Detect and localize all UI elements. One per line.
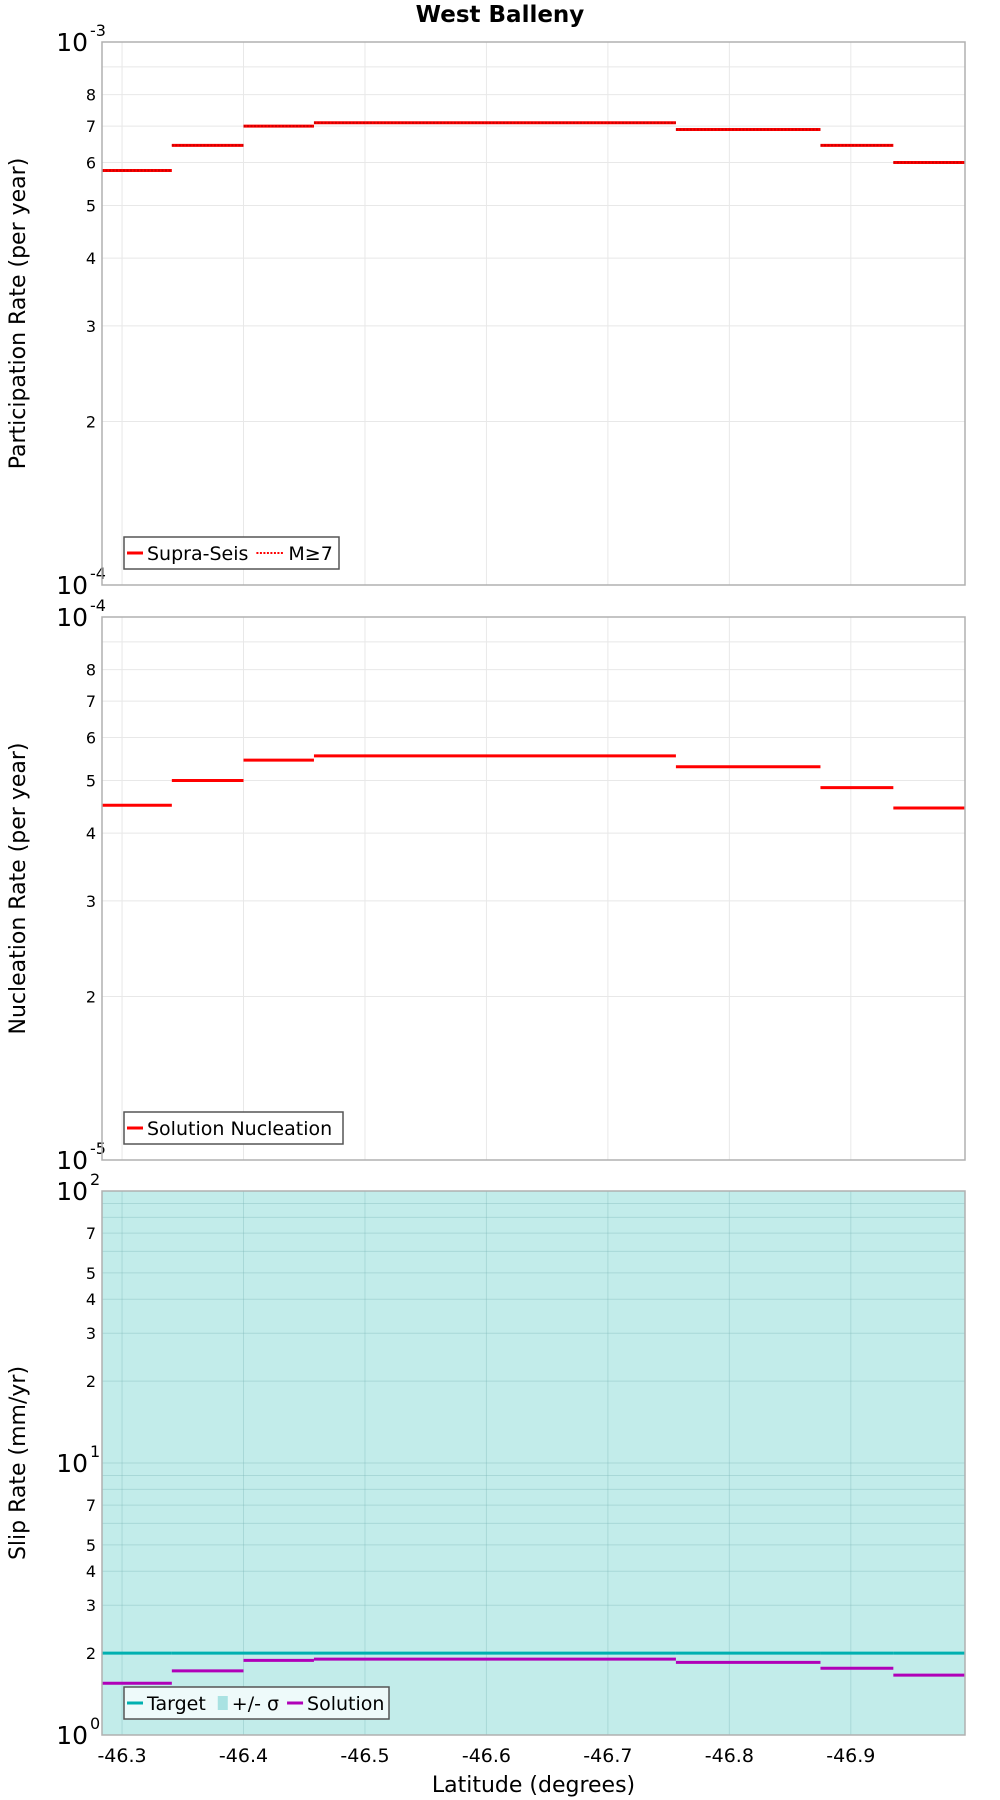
y-tick-label: 7 (86, 692, 96, 711)
y-tick-label: 2 (86, 1644, 96, 1663)
series-m-7 (102, 121, 965, 172)
y-decade-exponent: 0 (90, 1714, 100, 1733)
chart-title: West Balleny (415, 2, 585, 28)
y-tick-label: 2 (86, 1372, 96, 1391)
y-decade-exponent: 2 (90, 1170, 100, 1189)
x-axis: -46.3 -46.4 -46.5 -46.6 -46.7 -46.8 -46.9 Latit… (97, 1745, 875, 1798)
legend-label: Target (146, 1693, 206, 1715)
y-decade-exponent: -4 (90, 596, 106, 615)
y-decade-label: 10 (56, 603, 88, 632)
plot-area (102, 617, 965, 1160)
y-axis-label: Nucleation Rate (per year) (6, 743, 31, 1035)
legend-label: Solution Nucleation (147, 1118, 332, 1140)
x-tick-label: -46.7 (583, 1745, 632, 1767)
legend: Target +/- σ Solution (123, 1686, 390, 1720)
y-tick-label: 7 (86, 117, 96, 136)
y-tick-label: 3 (86, 317, 96, 336)
y-tick-label: 4 (86, 1290, 96, 1309)
x-tick-label: -46.9 (826, 1745, 875, 1767)
series-solution (102, 1657, 965, 1685)
y-decade-label: 10 (56, 1146, 88, 1175)
legend-label: Supra-Seis (147, 543, 248, 565)
legend: Supra-Seis M≥7 (123, 536, 340, 570)
y-tick-label: 7 (86, 1496, 96, 1515)
y-axis-label: Slip Rate (mm/yr) (6, 1366, 31, 1560)
legend-box (123, 536, 340, 570)
y-decade-exponent: -5 (90, 1139, 106, 1158)
y-decade-exponent: 1 (90, 1442, 100, 1461)
plot-area (102, 42, 965, 585)
y-tick-label: 4 (86, 249, 96, 268)
y-tick-label: 7 (86, 1224, 96, 1243)
y-tick-label: 6 (86, 728, 96, 747)
y-tick-label: 2 (86, 413, 96, 432)
y-tick-label: 6 (86, 153, 96, 172)
legend-box (123, 1111, 344, 1145)
x-tick-label: -46.5 (340, 1745, 389, 1767)
y-axis-label: Participation Rate (per year) (6, 158, 31, 470)
y-tick-label: 3 (86, 892, 96, 911)
y-decade-label: 10 (56, 571, 88, 600)
plot-frame (101, 1190, 966, 1736)
y-decade-label: 10 (56, 28, 88, 57)
legend-box (123, 1686, 390, 1720)
y-tick-label: 3 (86, 1596, 96, 1615)
y-tick-label: 5 (86, 771, 96, 790)
y-tick-label: 2 (86, 988, 96, 1007)
y-decade-label: 10 (56, 1177, 88, 1206)
sigma-band (102, 1191, 965, 1735)
y-decade-label: 10 (56, 1449, 88, 1478)
legend-label: Solution (307, 1693, 384, 1715)
y-decade-label: 10 (56, 1721, 88, 1750)
y-tick-label: 5 (86, 1536, 96, 1555)
legend: Solution Nucleation (123, 1111, 344, 1145)
y-tick-label: 8 (86, 661, 96, 680)
x-tick-label: -46.8 (705, 1745, 754, 1767)
x-tick-label: -46.6 (462, 1745, 511, 1767)
x-axis-label: Latitude (degrees) (432, 1773, 635, 1798)
plot-frame (101, 616, 966, 1161)
legend-label: +/- σ (232, 1693, 279, 1715)
y-tick-label: 5 (86, 1264, 96, 1283)
y-tick-label: 4 (86, 1562, 96, 1581)
legend-label: M≥7 (288, 543, 332, 565)
y-decade-exponent: -3 (90, 21, 106, 40)
x-tick-label: -46.4 (219, 1745, 268, 1767)
series-solution-nucleation (102, 754, 965, 810)
y-tick-label: 8 (86, 86, 96, 105)
y-tick-label: 5 (86, 196, 96, 215)
x-tick-label: -46.3 (97, 1745, 146, 1767)
legend-swatch-band (217, 1696, 228, 1710)
y-tick-label: 4 (86, 824, 96, 843)
y-tick-label: 3 (86, 1324, 96, 1343)
y-decade-exponent: -4 (90, 564, 106, 583)
plot-frame (101, 41, 966, 586)
